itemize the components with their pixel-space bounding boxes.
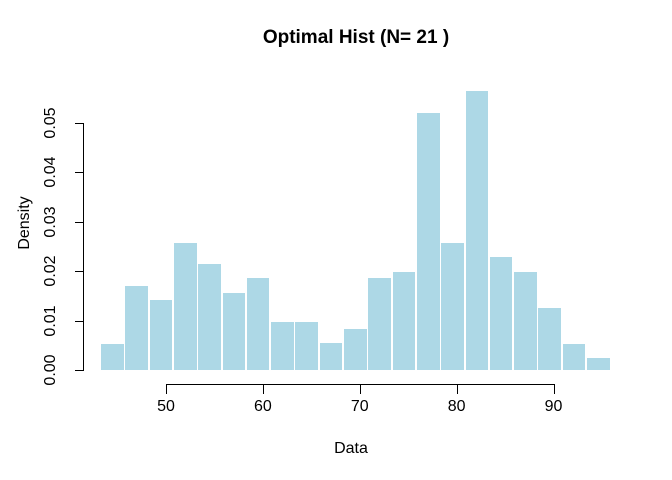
y-tick bbox=[74, 271, 83, 273]
histogram-bar bbox=[343, 328, 368, 371]
x-tick-label: 80 bbox=[447, 398, 466, 415]
x-tick-label: 70 bbox=[350, 398, 369, 415]
histogram-bar bbox=[391, 271, 417, 371]
histogram-bar bbox=[586, 356, 611, 371]
x-tick bbox=[262, 383, 265, 394]
x-tick bbox=[166, 383, 168, 394]
histogram-bar bbox=[440, 242, 465, 371]
x-tick-label: 60 bbox=[253, 398, 272, 415]
y-tick-label: 0.01 bbox=[42, 304, 59, 337]
histogram-bar bbox=[221, 291, 247, 371]
chart-title: Optimal Hist (N= 21 ) bbox=[262, 27, 450, 48]
y-tick-label: 0.00 bbox=[42, 354, 59, 386]
y-tick bbox=[74, 122, 83, 124]
histogram-bar bbox=[513, 270, 538, 371]
histogram-bar bbox=[245, 277, 271, 371]
histogram-bar bbox=[318, 341, 344, 371]
histogram-bar bbox=[124, 284, 149, 371]
x-tick bbox=[359, 383, 361, 394]
histogram-bar bbox=[537, 306, 563, 371]
y-tick bbox=[74, 320, 83, 322]
x-axis-label: Data bbox=[334, 440, 368, 457]
histogram-bar bbox=[415, 111, 441, 371]
histogram-bar bbox=[270, 320, 295, 371]
x-tick bbox=[456, 383, 458, 394]
histogram-bar bbox=[294, 320, 320, 371]
y-tick-label: 0.05 bbox=[42, 106, 59, 139]
y-tick bbox=[74, 370, 83, 372]
histogram-bar bbox=[367, 277, 392, 371]
y-tick bbox=[74, 221, 83, 223]
y-tick-label: 0.04 bbox=[42, 156, 59, 188]
histogram-bar bbox=[197, 263, 222, 371]
y-tick-label: 0.03 bbox=[42, 205, 59, 238]
x-tick-label: 90 bbox=[544, 398, 563, 415]
histogram-bar bbox=[488, 255, 514, 371]
histogram-bar bbox=[464, 89, 490, 371]
y-tick-label: 0.02 bbox=[42, 255, 59, 287]
histogram-bar bbox=[148, 299, 174, 371]
x-tick bbox=[553, 383, 555, 394]
histogram-bar bbox=[561, 342, 587, 371]
y-axis-line bbox=[82, 122, 84, 371]
histogram-bar bbox=[172, 241, 198, 371]
y-tick bbox=[74, 172, 83, 174]
histogram-bar bbox=[100, 342, 125, 371]
x-tick-label: 50 bbox=[157, 398, 175, 415]
